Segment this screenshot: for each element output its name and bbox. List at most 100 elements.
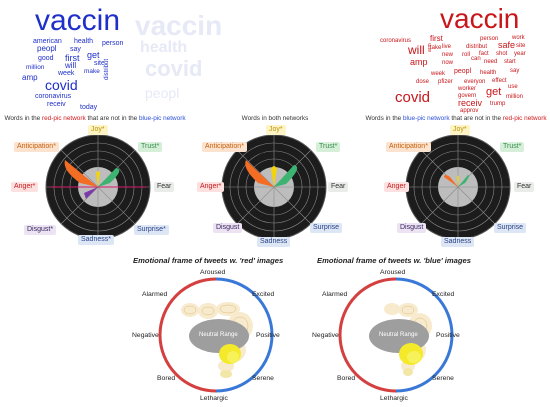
cloud-word: can: [471, 56, 481, 62]
cloud-word: amp: [410, 57, 428, 67]
label-fear: Fear: [154, 182, 175, 193]
emotion-radar-left: Joy* Trust* Anticipation* Anger* Fear Di…: [10, 125, 185, 250]
petal-anticipation: [64, 160, 98, 187]
cloud-word: everyon: [464, 79, 486, 85]
cloud-word: week: [431, 71, 446, 77]
cloud-word: will: [65, 61, 77, 70]
emotion-radar-right: Joy* Trust* Anticipation* Anger Fear Dis…: [370, 125, 545, 250]
label-alarmed: Alarmed: [142, 291, 168, 298]
cloud-word: receiv: [458, 98, 483, 108]
label-anger: Anger*: [11, 182, 39, 193]
cloud-word: live: [442, 44, 452, 50]
label-fear: Fear: [328, 182, 349, 193]
cloud-word: american: [33, 38, 62, 45]
caption-highlight: red-pic network: [502, 115, 547, 122]
label-joy: Joy*: [266, 125, 286, 136]
cloud-word: week: [58, 70, 75, 77]
cloud-word: good: [38, 55, 54, 62]
ghost-word: health: [140, 39, 188, 56]
label-surprise: Surprise: [494, 223, 527, 234]
cloud-word: safe: [498, 40, 516, 50]
cloud-word: receiv: [47, 101, 66, 108]
cloud-word: peopl: [37, 44, 57, 53]
label-anger: Anger*: [197, 182, 225, 193]
label-anticipation: Anticipation*: [14, 142, 59, 153]
cloud-word: vaccin: [35, 4, 121, 37]
cloud-word: covid: [395, 89, 431, 106]
petal-joy: [271, 166, 277, 187]
cloud-word: person: [480, 36, 499, 42]
label-trust: Trust*: [316, 142, 341, 153]
cloud-word: fact: [479, 51, 489, 57]
ghost-word: covid: [145, 56, 203, 81]
cloud-word: first: [430, 34, 443, 43]
petal-anticipation: [245, 160, 274, 187]
cloud-word: approv: [460, 108, 479, 114]
label-disgust: Disgust: [397, 223, 427, 234]
label-serene: Serene: [432, 375, 454, 382]
label-alarmed: Alarmed: [322, 291, 348, 298]
caption-highlight: blue-pic network: [138, 115, 186, 122]
cloud-word: now: [442, 60, 454, 66]
wordcloud-blue: vaccin health covid peopl vaccin america…: [0, 0, 222, 112]
label-positive: Positive: [256, 332, 280, 339]
radar-svg: [405, 134, 511, 240]
cloud-word: million: [26, 64, 45, 71]
label-disgust: Disgust*: [24, 225, 57, 236]
label-surprise: Surprise: [310, 223, 343, 234]
frame-title-blue: Emotional frame of tweets w. 'blue' imag…: [317, 256, 471, 265]
cloud-word: make: [84, 68, 100, 75]
cloud-word: govern: [458, 93, 477, 99]
label-neutral-range: Neutral Range: [379, 332, 418, 338]
caption-left: Words in the red-pic network that are no…: [0, 115, 190, 122]
cloud-word: effect: [492, 78, 507, 84]
cloud-word: shot: [496, 51, 508, 57]
cloud-word: today: [80, 104, 98, 111]
caption-highlight: blue-pic network: [403, 115, 450, 122]
cloud-word: distribut: [104, 58, 110, 80]
ghost-word: vaccin: [135, 10, 223, 41]
label-anger: Anger: [384, 182, 409, 193]
cloud-word: roll: [462, 52, 471, 58]
cloud-word: use: [508, 84, 518, 90]
cloud-word: start: [504, 59, 516, 65]
label-negative: Negative: [312, 332, 339, 339]
label-serene: Serene: [252, 375, 274, 382]
caption-text: Words in the: [365, 115, 403, 122]
petal-joy: [457, 175, 459, 187]
cloud-word: say: [70, 46, 81, 53]
label-disgust: Disgust: [213, 223, 243, 234]
label-bored: Bored: [337, 375, 356, 382]
label-bored: Bored: [157, 375, 176, 382]
petal-trust: [458, 175, 469, 187]
cloud-word: need: [484, 59, 498, 65]
cloud-word: get: [486, 86, 502, 98]
frame-title-red: Emotional frame of tweets w. 'red' image…: [133, 256, 284, 265]
caption-text: Words in the: [4, 115, 42, 122]
caption-text: that are not in the: [85, 115, 139, 122]
cloud-word: worker: [458, 86, 477, 92]
emotional-frame-blue: Aroused Alarmed Excited Negative Positiv…: [308, 266, 478, 406]
cloud-word: site: [516, 43, 526, 49]
label-aroused: Aroused: [200, 269, 226, 276]
petal-trust: [274, 165, 298, 187]
label-sadness: Sadness: [441, 237, 475, 248]
cloud-word: coronavirus: [380, 38, 412, 44]
caption-right: Words in the blue-pic network that are n…: [362, 115, 550, 122]
cloud-word: pfizer: [438, 79, 453, 85]
label-fear: Fear: [514, 182, 535, 193]
label-sadness: Sadness: [257, 237, 291, 248]
cloud-word: first: [65, 53, 80, 63]
cloud-word: million: [506, 94, 524, 100]
emotion-radar-center: Joy* Trust* Anticipation* Anger* Fear Di…: [186, 125, 361, 250]
label-positive: Positive: [436, 332, 460, 339]
petal-disgust: [84, 187, 98, 199]
caption-center: Words in both networks: [241, 115, 309, 122]
cloud-word: health: [74, 38, 94, 45]
cloud-word: trump: [490, 101, 506, 107]
cloud-word: dose: [416, 79, 430, 85]
wordcloud-red: vaccin coronavirus first person work wil…: [380, 0, 550, 115]
cloud-word: work: [512, 35, 525, 41]
cloud-word: peopl: [454, 68, 472, 75]
cloud-word: distribut: [466, 44, 488, 50]
